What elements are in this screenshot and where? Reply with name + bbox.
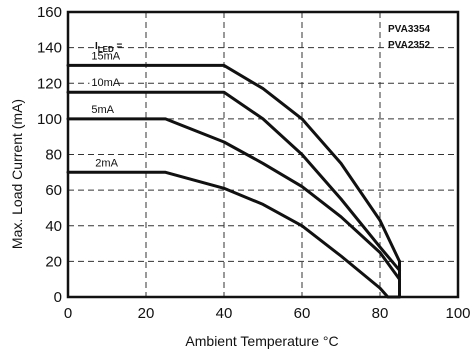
plot-frame	[66, 10, 460, 299]
curve-label-bg	[89, 76, 119, 89]
curve-label-2mA: 2mA	[95, 157, 118, 169]
y-tick-label: 120	[37, 75, 62, 92]
x-axis-title: Ambient Temperature °C	[185, 333, 338, 349]
part-number-2: PVA2352	[388, 40, 431, 51]
series-line-15mA	[66, 63, 401, 263]
y-tick-label: 20	[45, 253, 62, 270]
series-line-10mA	[66, 90, 401, 272]
legend-title: ILED =	[95, 41, 123, 54]
curve-label-bg	[93, 156, 117, 169]
legend-title-sub: LED	[98, 45, 114, 54]
x-tick-label: 20	[138, 305, 155, 322]
y-tick-labels: 0 20 40 60 80 100 120 140 160	[37, 4, 62, 306]
legend-title-suffix: =	[114, 41, 123, 52]
y-tick-label: 140	[37, 40, 62, 57]
y-tick-label: 40	[45, 218, 62, 235]
grid-lines	[68, 12, 458, 297]
y-tick-label: 60	[45, 182, 62, 199]
x-tick-label: 80	[372, 305, 389, 322]
x-tick-label: 0	[64, 305, 72, 322]
curve-label-bg	[89, 102, 113, 115]
curve-labels: 15mA 10mA 5mA 2mA	[89, 49, 121, 169]
y-tick-label: 80	[45, 147, 62, 164]
x-tick-label: 100	[445, 305, 470, 322]
x-tick-label: 40	[216, 305, 233, 322]
y-tick-label: 0	[54, 289, 62, 306]
series-line-5mA	[66, 117, 401, 281]
x-tick-label: 60	[294, 305, 311, 322]
curve-label-10mA: 10mA	[91, 77, 120, 89]
series-lines	[66, 63, 401, 299]
part-number-1: PVA3354	[388, 24, 431, 35]
curve-label-bg	[89, 49, 119, 62]
curve-label-15mA: 15mA	[91, 50, 120, 62]
y-tick-label: 160	[37, 4, 62, 21]
legend-title-i: I	[95, 41, 98, 52]
y-axis-title: Max. Load Current (mA)	[9, 99, 25, 249]
y-tick-label: 100	[37, 111, 62, 128]
series-line-2mA	[66, 170, 401, 299]
x-tick-labels: 0 20 40 60 80 100	[64, 305, 471, 322]
curve-label-5mA: 5mA	[91, 104, 114, 116]
